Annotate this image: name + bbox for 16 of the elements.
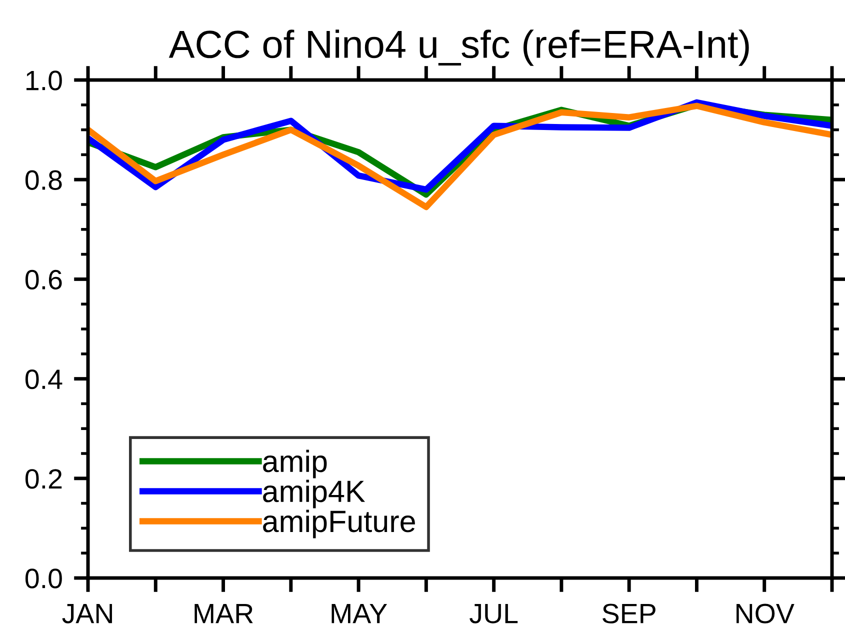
chart-title: ACC of Nino4 u_sfc (ref=ERA-Int) (168, 30, 749, 66)
y-tick-label: 0.8 (25, 170, 62, 190)
x-tick-label: JUL (470, 604, 518, 624)
legend-label: amipFuture (263, 510, 415, 538)
x-tick-label: SEP (602, 604, 656, 624)
y-tick-label: 0.4 (25, 369, 62, 390)
legend-label: amip4K (263, 480, 366, 508)
x-tick-label: MAY (332, 604, 388, 624)
x-tick-label: NOV (736, 604, 794, 624)
x-tick-label: JAN (62, 604, 112, 624)
y-tick-label: 1.0 (26, 70, 62, 90)
legend-label: amip (263, 450, 327, 478)
y-tick-label: 0.6 (25, 270, 62, 290)
x-tick-label: MAR (194, 604, 253, 624)
y-tick-label: 0.0 (25, 568, 62, 588)
y-tick-label: 0.2 (25, 469, 62, 489)
